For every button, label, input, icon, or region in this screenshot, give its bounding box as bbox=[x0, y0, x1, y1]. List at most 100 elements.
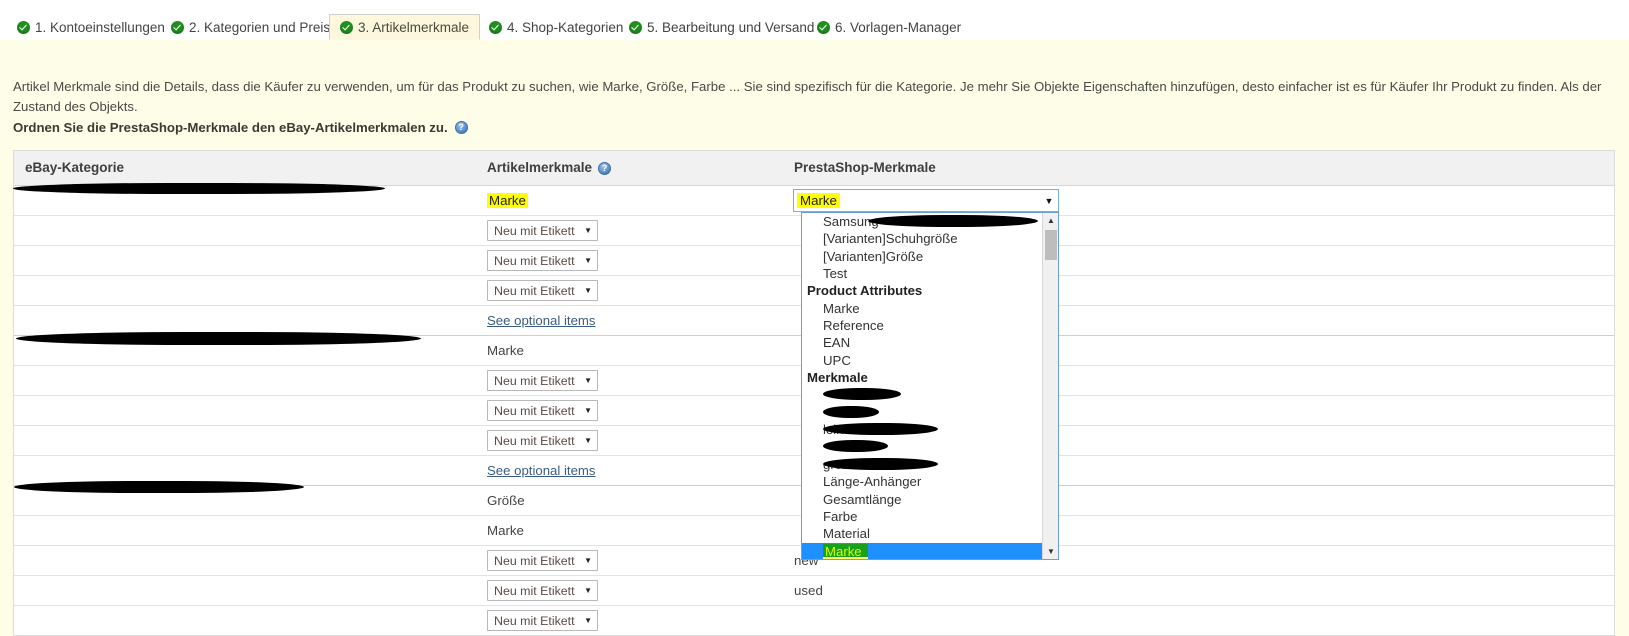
condition-select-value: Neu mit Etikett bbox=[494, 433, 575, 448]
dropdown-option[interactable]: lein bbox=[802, 421, 1042, 438]
condition-select-value: Neu mit Etikett bbox=[494, 283, 575, 298]
chevron-down-icon[interactable]: ▼ bbox=[584, 375, 592, 385]
item-specific-cell: Neu mit Etikett ▼ bbox=[487, 366, 598, 395]
scroll-down-arrow-icon[interactable]: ▼ bbox=[1043, 544, 1058, 559]
item-specific-cell: Neu mit Etikett ▼ bbox=[487, 276, 598, 305]
check-circle-icon bbox=[171, 21, 184, 34]
dropdown-option[interactable] bbox=[802, 386, 1042, 403]
tab-label: 3. Artikelmerkmale bbox=[358, 19, 470, 35]
condition-select-value: Neu mit Etikett bbox=[494, 613, 575, 628]
help-icon[interactable] bbox=[454, 121, 468, 134]
dropdown-option[interactable]: UPC bbox=[823, 352, 851, 368]
condition-select[interactable]: Neu mit Etikett ▼ bbox=[487, 280, 598, 301]
redacted-option-text bbox=[823, 423, 938, 436]
table-header-row: eBay-Kategorie Artikelmerkmale PrestaSho… bbox=[14, 151, 1614, 186]
condition-select-value: Neu mit Etikett bbox=[494, 583, 575, 598]
prestashop-feature-select[interactable]: Marke ▼ bbox=[793, 189, 1059, 212]
tab-3[interactable]: 3. Artikelmerkmale bbox=[329, 14, 481, 40]
table-row: See optional items bbox=[14, 306, 1614, 335]
condition-select-value: Neu mit Etikett bbox=[494, 223, 575, 238]
check-circle-icon bbox=[17, 21, 30, 34]
item-specific-cell: Neu mit Etikett ▼ bbox=[487, 546, 598, 575]
tab-5[interactable]: 5. Bearbeitung und Versand bbox=[618, 14, 825, 40]
condition-select[interactable]: Neu mit Etikett ▼ bbox=[487, 430, 598, 451]
redacted-category-name bbox=[14, 481, 304, 493]
dropdown-option[interactable]: Marke bbox=[823, 300, 860, 316]
redacted-option-text bbox=[823, 457, 938, 470]
scrollbar-thumb[interactable] bbox=[1045, 230, 1057, 260]
condition-select-value: Neu mit Etikett bbox=[494, 403, 575, 418]
tab-1[interactable]: 1. Kontoeinstellungen bbox=[6, 14, 176, 40]
scroll-up-arrow-icon[interactable]: ▲ bbox=[1043, 213, 1058, 228]
chevron-down-icon[interactable]: ▼ bbox=[584, 405, 592, 415]
chevron-down-icon[interactable]: ▼ bbox=[584, 255, 592, 265]
wizard-tab-bar: 1. Kontoeinstellungen 2. Kategorien und P… bbox=[0, 14, 1629, 41]
dropdown-option[interactable] bbox=[802, 438, 1042, 455]
dropdown-option[interactable]: Marke bbox=[802, 542, 1058, 559]
item-specific-cell: Größe bbox=[487, 486, 525, 515]
dropdown-option-label-highlighted: Marke bbox=[823, 543, 868, 559]
tab-label: 1. Kontoeinstellungen bbox=[35, 20, 165, 35]
dropdown-option[interactable]: [Varianten]Größe bbox=[823, 248, 924, 264]
chevron-down-icon[interactable]: ▼ bbox=[584, 555, 592, 565]
dropdown-option[interactable]: Test bbox=[823, 266, 848, 282]
dropdown-option[interactable]: Samsung bbox=[802, 213, 1042, 230]
chevron-down-icon[interactable]: ▼ bbox=[584, 585, 592, 595]
tab-2[interactable]: 2. Kategorien und Preise bbox=[160, 14, 349, 40]
condition-select[interactable]: Neu mit Etikett ▼ bbox=[487, 250, 598, 271]
item-specific-label: Marke bbox=[487, 523, 524, 538]
dropdown-option[interactable]: [Varianten]Schuhgröße bbox=[823, 231, 958, 247]
see-optional-items-link[interactable]: See optional items bbox=[487, 313, 596, 328]
prestashop-feature-dropdown-list[interactable]: Samsung [Varianten]Schuhgröße [Varianten]G… bbox=[801, 212, 1059, 560]
tab-label: 5. Bearbeitung und Versand bbox=[647, 20, 815, 35]
prestashop-feature-select-value: Marke bbox=[797, 193, 840, 208]
condition-select[interactable]: Neu mit Etikett ▼ bbox=[487, 610, 598, 631]
dropdown-option[interactable]: Farbe bbox=[823, 508, 858, 524]
help-icon[interactable] bbox=[598, 161, 612, 175]
column-header-item-specifics-label: Artikelmerkmale bbox=[487, 160, 593, 175]
condition-select[interactable]: Neu mit Etikett ▼ bbox=[487, 580, 598, 601]
see-optional-items-link[interactable]: See optional items bbox=[487, 463, 596, 478]
item-specific-cell: See optional items bbox=[487, 456, 596, 485]
chevron-down-icon[interactable]: ▼ bbox=[584, 435, 592, 445]
mapping-title-text: Ordnen Sie die PrestaShop-Merkmale den e… bbox=[13, 120, 448, 135]
item-specific-cell: Neu mit Etikett ▼ bbox=[487, 606, 598, 635]
column-header-item-specifics: Artikelmerkmale bbox=[487, 151, 612, 185]
item-specific-cell: See optional items bbox=[487, 306, 596, 335]
check-circle-icon bbox=[817, 21, 830, 34]
tab-4[interactable]: 4. Shop-Kategorien bbox=[478, 14, 634, 40]
item-specific-cell: Marke bbox=[487, 186, 528, 215]
prestashop-feature-cell[interactable]: used bbox=[794, 583, 823, 598]
item-specific-cell: Marke bbox=[487, 336, 524, 365]
dropdown-scrollbar[interactable]: ▲ ▼ bbox=[1042, 213, 1058, 559]
check-circle-icon bbox=[489, 21, 502, 34]
condition-select[interactable]: Neu mit Etikett ▼ bbox=[487, 400, 598, 421]
dropdown-option[interactable]: Material bbox=[823, 526, 870, 542]
chevron-down-icon[interactable]: ▼ bbox=[584, 285, 592, 295]
item-specific-cell: Neu mit Etikett ▼ bbox=[487, 426, 598, 455]
condition-select-value: Neu mit Etikett bbox=[494, 253, 575, 268]
dropdown-option[interactable]: Gesamtlänge bbox=[823, 491, 902, 507]
table-row: Neu mit Etikett ▼ used bbox=[14, 576, 1614, 606]
condition-select[interactable]: Neu mit Etikett ▼ bbox=[487, 220, 598, 241]
dropdown-option[interactable]: groß bbox=[802, 456, 1042, 473]
chevron-down-icon[interactable]: ▼ bbox=[584, 615, 592, 625]
check-circle-icon bbox=[340, 20, 353, 34]
item-specific-cell: Neu mit Etikett ▼ bbox=[487, 216, 598, 245]
tab-6[interactable]: 6. Vorlagen-Manager bbox=[806, 14, 972, 40]
tab-label: 2. Kategorien und Preise bbox=[189, 20, 338, 35]
redacted-option-text bbox=[823, 405, 879, 418]
item-specific-cell: Marke bbox=[487, 516, 524, 545]
condition-select[interactable]: Neu mit Etikett ▼ bbox=[487, 370, 598, 391]
dropdown-option[interactable]: Reference bbox=[823, 318, 884, 334]
chevron-down-icon[interactable]: ▼ bbox=[584, 225, 592, 235]
item-specific-label: Größe bbox=[487, 493, 525, 508]
dropdown-option[interactable]: EAN bbox=[823, 335, 851, 351]
dropdown-group-label: Merkmale bbox=[807, 370, 868, 386]
dropdown-option[interactable]: Länge-Anhänger bbox=[823, 474, 922, 490]
dropdown-options: Samsung [Varianten]Schuhgröße [Varianten]G… bbox=[802, 213, 1058, 559]
condition-select[interactable]: Neu mit Etikett ▼ bbox=[487, 550, 598, 571]
dropdown-option[interactable] bbox=[802, 404, 1042, 421]
redacted-category-name bbox=[16, 332, 421, 345]
chevron-down-icon[interactable]: ▼ bbox=[1044, 195, 1054, 206]
